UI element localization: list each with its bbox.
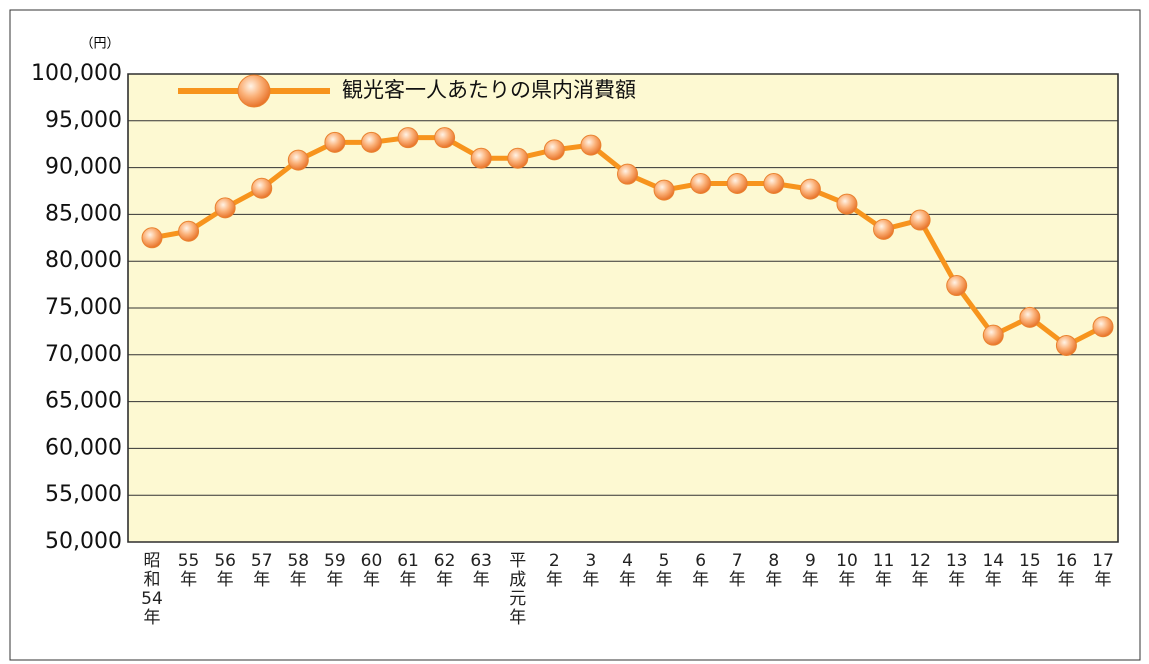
legend-label: 観光客一人あたりの県内消費額 [342, 78, 636, 102]
y-tick-label: 90,000 [45, 155, 122, 180]
point [214, 197, 236, 219]
x-tick-label: 15年 [1019, 551, 1041, 590]
point [946, 275, 968, 297]
point [360, 131, 382, 153]
y-tick-label: 65,000 [45, 389, 122, 414]
x-tick-label: 2年 [545, 551, 563, 590]
point [397, 127, 419, 149]
point [178, 220, 200, 242]
point [982, 324, 1004, 346]
x-tick-label: 16年 [1055, 551, 1078, 590]
x-tick-label: 6年 [692, 551, 710, 590]
point [909, 209, 931, 231]
x-tick-label: 7年 [728, 551, 746, 590]
point [287, 149, 309, 171]
point [1092, 316, 1114, 338]
x-tick-label: 4年 [619, 551, 636, 590]
x-tick-label: 57年 [250, 551, 273, 590]
point [507, 147, 529, 169]
point [1019, 306, 1041, 328]
point [251, 177, 273, 199]
point [1055, 334, 1077, 356]
x-tick-label: 5年 [655, 551, 673, 590]
point [434, 127, 456, 149]
x-tick-label: 3年 [582, 551, 600, 590]
point [763, 173, 785, 195]
x-tick-label: 60年 [360, 551, 383, 590]
point [470, 147, 492, 169]
y-tick-label: 95,000 [45, 108, 122, 133]
x-tick-label: 8年 [765, 551, 783, 590]
x-tick-label: 55年 [177, 551, 200, 590]
unit-label: （円） [80, 37, 119, 52]
point [141, 227, 163, 249]
x-tick-label: 10年 [836, 551, 858, 590]
y-tick-label: 75,000 [45, 295, 122, 320]
y-tick-label: 85,000 [45, 201, 122, 226]
x-tick-label: 9年 [801, 551, 819, 590]
y-tick-label: 70,000 [45, 342, 122, 367]
point [690, 173, 712, 195]
point [324, 131, 346, 153]
point [799, 178, 821, 200]
x-tick-label: 56年 [214, 551, 236, 590]
x-tick-label: 58年 [287, 551, 310, 590]
x-tick-label: 59年 [324, 551, 346, 590]
y-tick-label: 60,000 [45, 435, 122, 460]
legend-marker [237, 74, 271, 108]
y-tick-label: 100,000 [31, 61, 122, 86]
point [653, 179, 675, 201]
x-tick-label: 17年 [1092, 551, 1114, 590]
x-tick-label: 63年 [470, 551, 492, 590]
x-tick-label: 平成元年 [509, 551, 527, 628]
x-tick-label: 12年 [909, 551, 931, 590]
frame [9, 9, 1141, 661]
y-tick-label: 80,000 [45, 248, 122, 273]
y-tick-label: 50,000 [45, 529, 122, 554]
point [543, 139, 565, 161]
x-tick-label: 13年 [945, 551, 968, 590]
point [617, 163, 638, 185]
point [836, 193, 858, 215]
x-tick-label: 62年 [433, 551, 456, 590]
x-tick-label: 11年 [872, 551, 895, 590]
x-tick-label: 14年 [982, 551, 1005, 590]
x-tick-label: 昭和54年 [141, 551, 163, 628]
point [726, 173, 748, 195]
point [580, 134, 602, 156]
y-tick-label: 55,000 [45, 482, 122, 507]
x-tick-label: 61年 [397, 551, 419, 590]
point [873, 218, 895, 240]
